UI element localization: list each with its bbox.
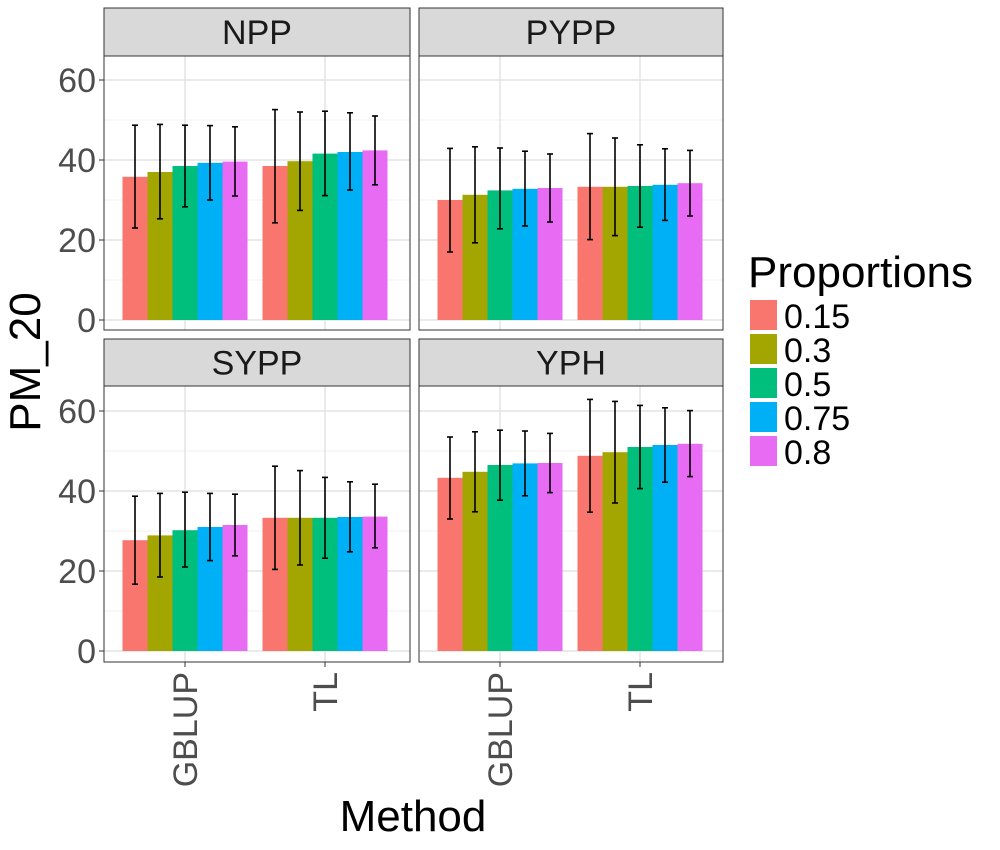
- legend-title: Proportions: [748, 248, 973, 297]
- legend-key-0_75: [750, 402, 777, 432]
- legend-label: 0.3: [784, 332, 831, 370]
- y-axis-title: PM_20: [1, 292, 50, 431]
- facet-strip: [103, 338, 411, 387]
- bar-tl-0_8: [677, 443, 703, 651]
- panels-layer: NPP 0 20 40 60 PYPP SYPP 0 20 40 60 GBLUP TL YPH GBLUP…: [58, 7, 724, 787]
- x-tick-label: GBLUP: [167, 672, 205, 787]
- bar-gblup-0_8: [537, 463, 563, 651]
- legend-key-0_5: [750, 368, 777, 398]
- panel-border: [103, 55, 411, 331]
- legend-label: 0.15: [784, 298, 850, 336]
- facet-title: PYPP: [526, 14, 617, 52]
- y-tick-label: 20: [58, 222, 96, 260]
- facet-title: YPH: [536, 345, 606, 383]
- x-tick-label: GBLUP: [482, 672, 520, 787]
- facet-strip: [103, 7, 411, 57]
- legend-label: 0.75: [784, 400, 850, 438]
- y-tick-label: 20: [58, 553, 96, 591]
- y-tick-label: 40: [58, 142, 96, 180]
- x-tick-label: TL: [307, 672, 345, 712]
- panel-pypp: PYPP: [418, 7, 724, 331]
- legend-label: 0.8: [784, 434, 831, 472]
- panel-border: [103, 385, 411, 663]
- panel-npp: NPP 0 20 40 60: [58, 7, 411, 340]
- y-tick-label: 0: [77, 633, 96, 671]
- x-tick-label: TL: [622, 672, 660, 712]
- legend-key-0_8: [750, 436, 777, 466]
- facet-title: SYPP: [212, 345, 303, 383]
- facet-strip: [418, 338, 724, 387]
- legend-items: 0.150.30.50.750.8: [750, 298, 850, 472]
- panel-sypp: SYPP 0 20 40 60 GBLUP TL: [58, 338, 411, 787]
- y-tick-label: 60: [58, 393, 96, 431]
- legend-key-0_15: [750, 300, 777, 330]
- panel-border: [418, 55, 724, 331]
- y-tick-label: 60: [58, 62, 96, 100]
- panel-yph: YPH GBLUP TL: [418, 338, 724, 787]
- legend-label: 0.5: [784, 366, 831, 404]
- facet-strip: [418, 7, 724, 57]
- legend: Proportions 0.150.30.50.750.8: [748, 248, 973, 472]
- panel-border: [418, 385, 724, 663]
- legend-key-0_3: [750, 334, 777, 364]
- y-tick-label: 0: [77, 302, 96, 340]
- y-tick-label: 40: [58, 473, 96, 511]
- x-axis-title: Method: [340, 792, 487, 841]
- facet-title: NPP: [222, 14, 292, 52]
